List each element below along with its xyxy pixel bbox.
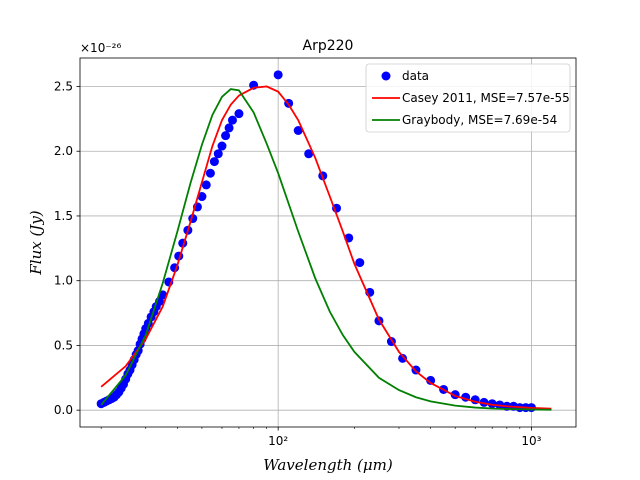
data-point (209, 157, 219, 167)
y-tick-label: 0.5 (54, 338, 73, 352)
data-point (221, 131, 231, 141)
legend-label: data (402, 69, 429, 83)
y-axis-title: Flux (Jy) (27, 210, 45, 275)
legend-marker (381, 71, 391, 81)
data-point (205, 168, 215, 178)
y-tick-label: 1.0 (54, 274, 73, 288)
series-casey-line (100, 85, 552, 410)
data-point (224, 123, 234, 133)
data-point (217, 141, 227, 151)
legend-label: Casey 2011, MSE=7.57e-55 (402, 91, 570, 105)
y-tick-label: 0.0 (54, 403, 73, 417)
plot-series (96, 70, 552, 413)
series-graybody-line (100, 88, 552, 411)
y-tick-label: 2.0 (54, 144, 73, 158)
y-tick-label: 1.5 (54, 209, 73, 223)
chart-title: Arp220 (303, 38, 354, 54)
data-point (355, 258, 365, 268)
x-tick-label: 10² (268, 434, 288, 448)
y-axis-multiplier: ×10⁻²⁶ (80, 41, 121, 55)
data-point (197, 192, 207, 202)
data-point (201, 180, 211, 190)
axis-ticks: 0.0 0.5 1.0 1.5 2.0 2.5 10² 10³ (54, 79, 542, 448)
data-point (426, 375, 436, 385)
data-point (304, 149, 314, 159)
legend-box (365, 63, 571, 133)
x-axis-title: Wavelength (μm) (263, 456, 393, 474)
data-point (234, 109, 244, 119)
data-point (213, 149, 223, 159)
y-tick-label: 2.5 (54, 79, 73, 93)
legend: data Casey 2011, MSE=7.57e-55 Graybody, MS… (365, 63, 571, 133)
data-point (273, 70, 283, 80)
data-point (487, 399, 497, 409)
x-tick-label: 10³ (521, 434, 541, 448)
plot-frame (79, 57, 577, 428)
data-point (293, 126, 303, 136)
legend-label: Graybody, MSE=7.69e-54 (402, 113, 557, 127)
data-point (227, 115, 237, 125)
data-point (398, 353, 408, 363)
